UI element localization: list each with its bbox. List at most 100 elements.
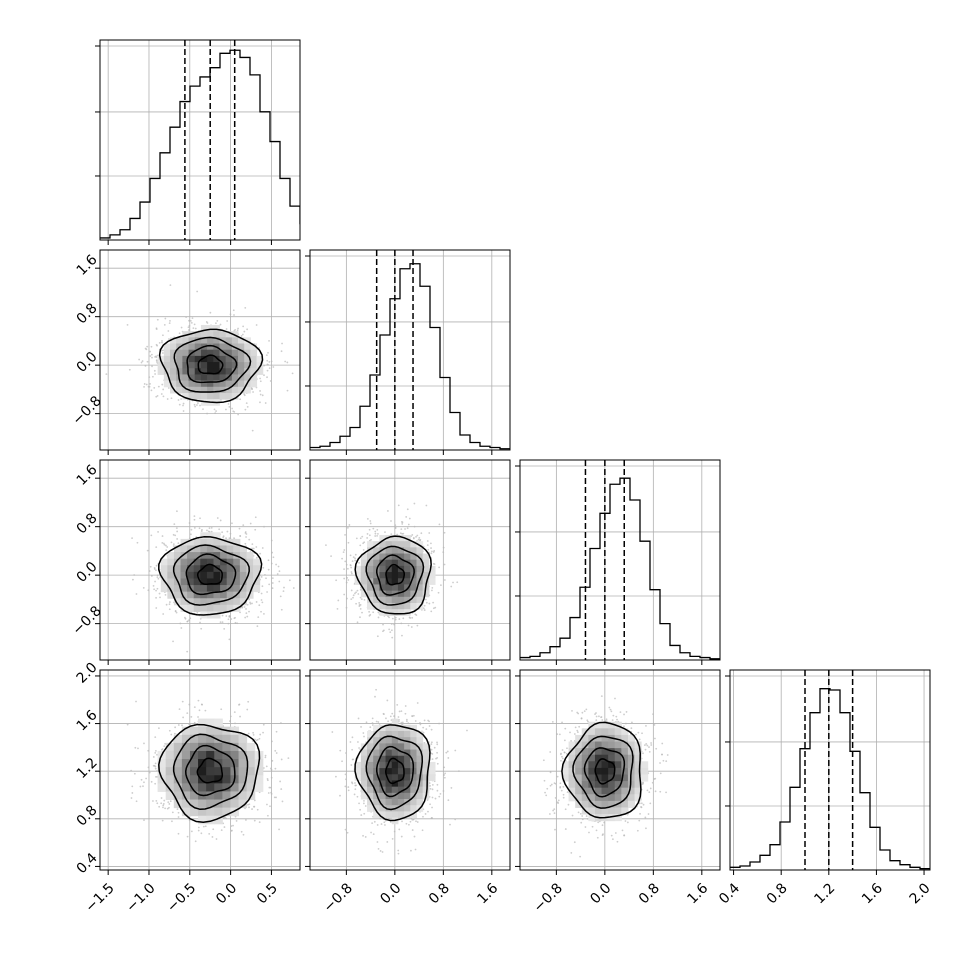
histogram-panel-0	[95, 39, 301, 241]
scatter-point	[243, 330, 246, 333]
density-cell	[194, 392, 202, 400]
scatter-point	[456, 581, 459, 584]
density-cell	[373, 584, 380, 592]
scatter-point	[162, 388, 165, 391]
contour-level-2	[365, 545, 425, 606]
scatter-point	[265, 354, 268, 357]
scatter-point	[259, 393, 262, 396]
scatter-point	[182, 402, 185, 405]
scatter-point	[432, 601, 435, 604]
scatter-point	[162, 806, 164, 809]
scatter-point	[394, 616, 397, 619]
density-cell	[213, 337, 220, 345]
density-cell	[246, 578, 254, 586]
scatter-point	[422, 607, 425, 610]
scatter-point	[161, 542, 164, 544]
density-cell	[207, 380, 214, 388]
scatter-point	[350, 598, 353, 601]
density-cell	[206, 604, 215, 612]
contour-level-3	[158, 328, 264, 404]
density-cell	[373, 547, 380, 555]
scatter-point	[197, 402, 199, 404]
scatter-point	[266, 359, 269, 362]
density-cell	[160, 558, 168, 566]
density-cell	[193, 545, 201, 553]
scatter-point	[227, 622, 230, 625]
density-cell	[226, 585, 234, 593]
scatter-point	[240, 335, 243, 337]
scatter-point	[156, 769, 158, 772]
density-cell	[379, 541, 387, 548]
scatter-point	[155, 395, 158, 398]
scatter-point	[438, 566, 441, 569]
density-cell	[206, 545, 215, 553]
scatter-point	[244, 408, 247, 411]
scatter-point	[200, 832, 203, 835]
scatter-point	[259, 390, 261, 392]
contour-level-3	[158, 536, 263, 616]
scatter-point	[430, 552, 433, 555]
scatter-point	[186, 835, 189, 838]
scatter-point	[242, 325, 245, 328]
scatter-point	[148, 376, 151, 379]
scatter-point	[147, 589, 150, 592]
histogram-plot-area	[520, 460, 720, 660]
density-cell	[246, 591, 254, 599]
density-cell	[416, 584, 424, 592]
scatter-point	[186, 620, 189, 623]
scatter-point	[165, 544, 167, 547]
density-cell	[188, 331, 196, 338]
scatter-point	[261, 601, 264, 604]
scatter-point	[200, 530, 203, 532]
scatter-point	[352, 556, 355, 559]
scatter-point	[345, 563, 348, 566]
scatter-point	[218, 528, 221, 531]
scatter-point	[347, 541, 350, 544]
scatter-point	[193, 515, 196, 518]
density-cell	[213, 604, 221, 612]
scatter-point	[390, 623, 393, 625]
scatter-point	[223, 826, 226, 828]
scatter-point	[221, 621, 224, 624]
density-cell	[180, 538, 188, 546]
density-cell	[397, 553, 405, 561]
scatter-point	[431, 550, 433, 553]
density-cell	[207, 349, 214, 357]
scatter-point	[221, 531, 224, 534]
scatter-point	[377, 616, 380, 619]
scatter-point	[174, 610, 177, 613]
scatter-point	[188, 522, 191, 524]
scatter-point	[248, 610, 250, 613]
density-cell	[385, 602, 393, 610]
density-cell	[213, 380, 220, 388]
scatter-point	[376, 528, 379, 531]
scatter-point	[423, 609, 426, 611]
density-cell	[238, 362, 245, 369]
density-cell	[187, 538, 195, 546]
scatter-point	[410, 626, 413, 628]
histogram-panel-3	[725, 669, 931, 871]
density-cell	[226, 558, 234, 566]
histogram-background	[310, 250, 510, 450]
density-cell	[170, 362, 177, 369]
scatter-point	[343, 549, 346, 551]
scatter-point	[281, 342, 283, 345]
scatter-point	[261, 394, 264, 397]
scatter-point	[193, 518, 196, 521]
density-cell	[187, 598, 195, 606]
scatter-point	[143, 385, 145, 388]
scatter-point	[359, 537, 362, 540]
histogram-background	[100, 40, 300, 240]
scatter-point	[142, 587, 145, 589]
density-cell	[220, 585, 228, 593]
density-cell	[397, 572, 405, 579]
density-cell	[404, 553, 411, 561]
scatter-point	[199, 404, 201, 407]
scatter-point	[361, 611, 363, 614]
scatter-point	[260, 576, 263, 578]
density-cell	[180, 545, 188, 553]
scatter-point	[260, 610, 262, 613]
scatter-point	[360, 598, 363, 601]
scatter-point	[189, 617, 192, 620]
density-cell	[194, 374, 202, 382]
